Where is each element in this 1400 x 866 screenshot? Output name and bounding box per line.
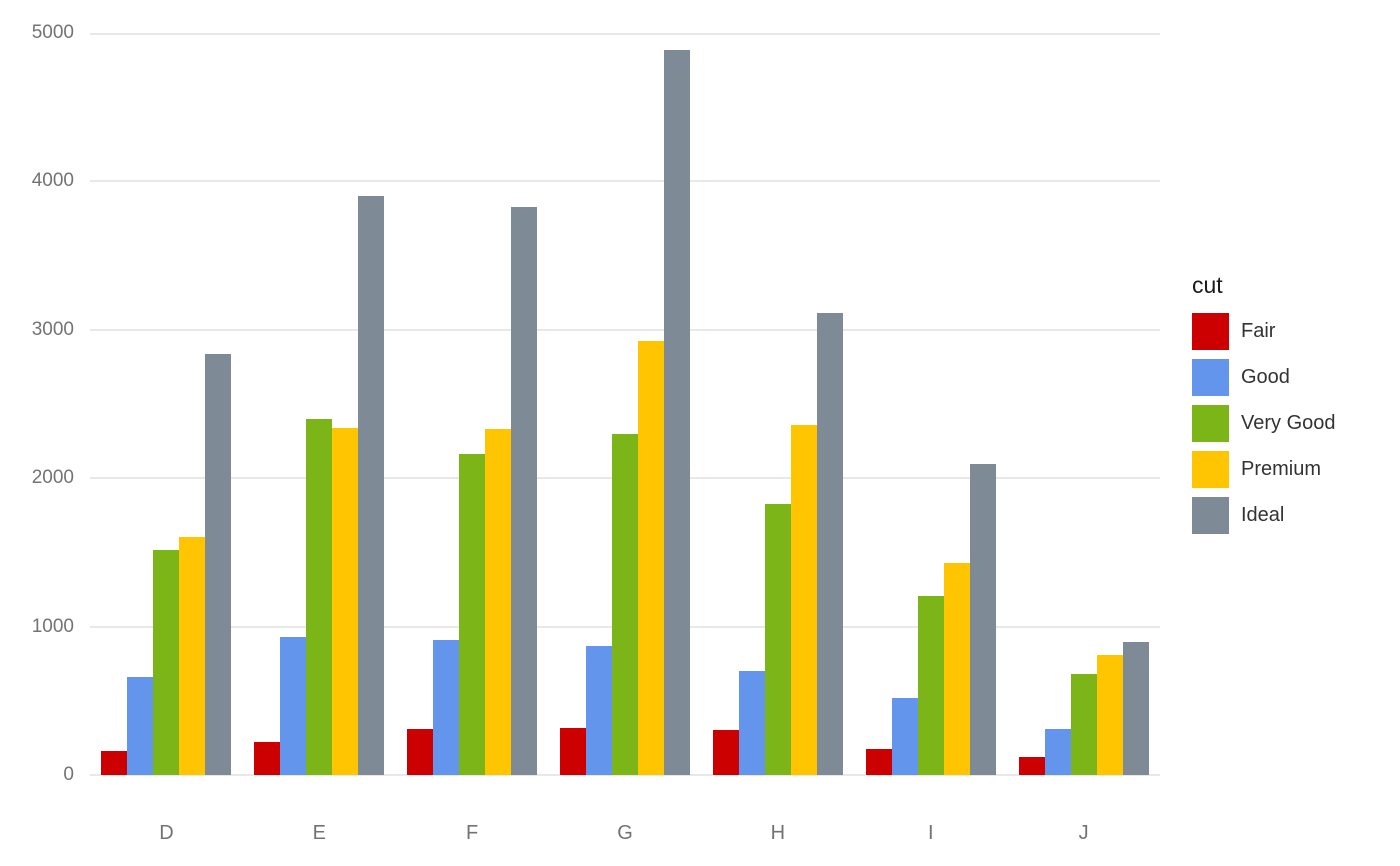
- bar-f-fair: [407, 728, 434, 775]
- bar-i-premium: [943, 563, 970, 775]
- bar-f-premium: [485, 429, 512, 775]
- bar-e-very-good: [306, 418, 333, 775]
- bar-h-ideal: [816, 312, 843, 775]
- bar-j-premium: [1096, 655, 1123, 775]
- x-tick-label-e: E: [312, 822, 326, 844]
- bar-d-fair: [101, 750, 128, 775]
- bar-j-fair: [1018, 757, 1045, 775]
- legend-swatch-ideal: [1192, 497, 1229, 534]
- legend-item-good: Good: [1192, 359, 1336, 396]
- bar-f-very-good: [459, 453, 486, 775]
- legend-swatch-fair: [1192, 313, 1229, 350]
- y-tick-label-1000: 1000: [31, 615, 74, 637]
- bar-group-h: [701, 33, 854, 775]
- bar-e-good: [280, 636, 307, 775]
- gridline-3000: [90, 328, 1160, 331]
- bar-group-i: [854, 33, 1007, 775]
- legend-items: Fair Good Very Good Premium Ideal: [1192, 313, 1336, 534]
- bar-g-ideal: [663, 50, 690, 775]
- x-tick-label-d: D: [159, 822, 174, 844]
- bar-group-j: [1007, 33, 1160, 775]
- bar-f-good: [433, 640, 460, 775]
- plot-area: [90, 33, 1160, 776]
- bar-g-fair: [559, 728, 586, 775]
- bar-d-very-good: [153, 550, 180, 775]
- bar-h-fair: [712, 730, 739, 775]
- bar-d-ideal: [205, 354, 232, 775]
- bar-i-ideal: [969, 464, 996, 775]
- bar-e-ideal: [358, 195, 385, 775]
- gridline-4000: [90, 180, 1160, 183]
- bar-j-good: [1044, 729, 1071, 775]
- y-tick-label-5000: 5000: [31, 22, 74, 43]
- bar-i-good: [891, 697, 918, 775]
- bar-e-premium: [332, 428, 359, 775]
- y-tick-label-2000: 2000: [31, 467, 74, 489]
- legend-label-ideal: Ideal: [1241, 504, 1285, 526]
- bar-e-fair: [254, 741, 281, 775]
- legend-label-good: Good: [1241, 366, 1290, 388]
- bar-group-e: [243, 33, 396, 775]
- legend-title: cut: [1192, 272, 1223, 298]
- legend-label-very-good: Very Good: [1241, 412, 1336, 434]
- legend-label-premium: Premium: [1241, 458, 1322, 480]
- legend-swatch-premium: [1192, 451, 1229, 488]
- bar-h-premium: [790, 424, 817, 775]
- x-tick-label-f: F: [466, 822, 479, 844]
- bar-f-ideal: [511, 207, 538, 775]
- bar-j-very-good: [1070, 674, 1097, 775]
- bar-i-very-good: [917, 596, 944, 775]
- legend-item-premium: Premium: [1192, 451, 1336, 488]
- bar-g-good: [585, 645, 612, 775]
- gridline-5000: [90, 33, 1160, 35]
- x-tick-label-i: I: [927, 822, 934, 844]
- bar-g-very-good: [611, 433, 638, 775]
- gridline-0: [90, 774, 1160, 776]
- bar-g-premium: [637, 341, 664, 775]
- legend: cut Fair Good Very Good Premium Ideal: [1192, 272, 1336, 543]
- legend-swatch-very-good: [1192, 405, 1229, 442]
- bar-h-very-good: [764, 504, 791, 775]
- bar-group-f: [396, 33, 549, 775]
- bar-group-g: [549, 33, 702, 775]
- x-tick-label-j: J: [1078, 822, 1089, 844]
- y-axis-labels: 0 1000 2000 3000 4000 5000: [0, 0, 74, 866]
- bar-d-premium: [179, 537, 206, 775]
- bar-d-good: [127, 676, 154, 775]
- x-tick-label-g: G: [617, 822, 633, 844]
- x-axis-labels: D E F G H I J: [90, 822, 1160, 845]
- bar-group-d: [90, 33, 243, 775]
- bar-i-fair: [865, 749, 892, 775]
- legend-item-ideal: Ideal: [1192, 497, 1336, 534]
- bar-h-good: [738, 670, 765, 775]
- legend-item-fair: Fair: [1192, 313, 1336, 350]
- y-tick-label-0: 0: [63, 764, 74, 785]
- x-tick-label-h: H: [770, 822, 786, 844]
- y-tick-label-4000: 4000: [31, 170, 74, 192]
- legend-item-very-good: Very Good: [1192, 405, 1336, 442]
- legend-label-fair: Fair: [1241, 320, 1276, 342]
- legend-swatch-good: [1192, 359, 1229, 396]
- y-tick-label-3000: 3000: [31, 318, 74, 340]
- bar-j-ideal: [1122, 642, 1149, 775]
